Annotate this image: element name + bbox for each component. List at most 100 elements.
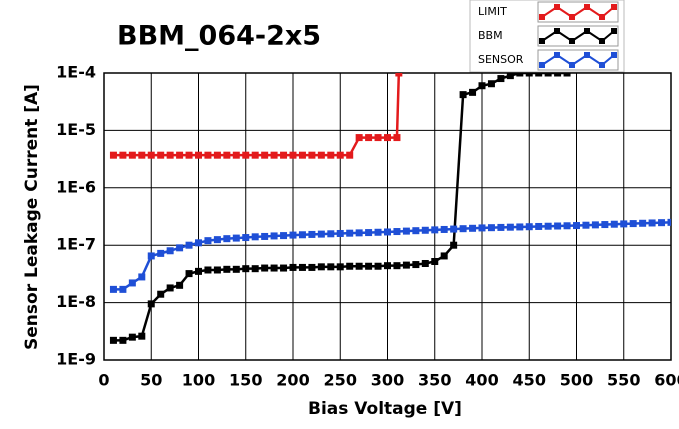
data-point bbox=[487, 224, 495, 232]
data-point bbox=[525, 223, 533, 231]
data-point bbox=[317, 230, 325, 238]
data-point bbox=[204, 266, 212, 274]
data-point bbox=[469, 88, 477, 96]
data-point bbox=[591, 221, 599, 229]
data-point bbox=[478, 82, 486, 90]
data-point bbox=[459, 91, 467, 99]
data-point bbox=[242, 151, 250, 159]
y-tick-label: 1E-7 bbox=[56, 235, 96, 254]
data-point bbox=[232, 234, 240, 242]
data-point bbox=[166, 151, 174, 159]
data-point bbox=[119, 151, 127, 159]
data-point bbox=[402, 261, 410, 269]
data-point bbox=[280, 264, 288, 272]
data-point bbox=[204, 237, 212, 245]
data-point bbox=[506, 73, 514, 80]
data-point bbox=[374, 134, 382, 142]
data-point bbox=[327, 263, 335, 271]
data-point bbox=[563, 222, 571, 230]
data-point bbox=[119, 285, 127, 293]
data-point bbox=[497, 75, 505, 83]
data-point bbox=[213, 236, 221, 244]
data-point bbox=[317, 151, 325, 159]
data-point bbox=[232, 265, 240, 273]
data-point bbox=[261, 151, 269, 159]
data-point bbox=[582, 221, 590, 229]
data-point bbox=[195, 267, 202, 275]
x-tick-label: 250 bbox=[324, 371, 357, 390]
data-point bbox=[289, 231, 297, 239]
data-point bbox=[308, 263, 316, 271]
x-tick-label: 600 bbox=[654, 371, 679, 390]
data-point bbox=[157, 290, 165, 298]
data-point bbox=[308, 151, 316, 159]
y-tick-label: 1E-5 bbox=[56, 120, 96, 139]
legend-marker bbox=[569, 62, 575, 68]
data-point bbox=[497, 223, 505, 231]
data-point bbox=[544, 222, 552, 230]
data-point bbox=[346, 262, 354, 270]
legend-marker bbox=[599, 38, 605, 44]
data-point bbox=[176, 281, 184, 289]
x-tick-label: 200 bbox=[276, 371, 309, 390]
data-point bbox=[223, 235, 231, 243]
data-point bbox=[346, 151, 354, 159]
data-point bbox=[421, 259, 429, 267]
data-point bbox=[147, 300, 155, 308]
data-point bbox=[620, 220, 628, 228]
data-point bbox=[317, 263, 325, 271]
data-point bbox=[412, 227, 420, 235]
data-point bbox=[554, 73, 562, 77]
data-point bbox=[223, 151, 231, 159]
x-tick-label: 550 bbox=[607, 371, 640, 390]
chart-title: BBM_064-2x5 bbox=[117, 21, 321, 52]
data-point bbox=[440, 225, 448, 233]
data-point bbox=[535, 73, 543, 77]
data-point bbox=[185, 270, 193, 278]
legend-marker bbox=[554, 52, 560, 58]
data-point bbox=[176, 244, 184, 252]
y-tick-label: 1E-8 bbox=[56, 292, 96, 311]
data-point bbox=[402, 227, 410, 235]
data-point bbox=[336, 229, 344, 237]
x-tick-label: 50 bbox=[140, 371, 162, 390]
x-tick-label: 300 bbox=[371, 371, 404, 390]
data-point bbox=[516, 223, 524, 231]
legend-marker bbox=[569, 38, 575, 44]
data-point bbox=[563, 73, 571, 77]
legend-marker bbox=[569, 14, 575, 20]
y-tick-label: 1E-4 bbox=[56, 63, 96, 82]
data-point bbox=[280, 151, 288, 159]
data-point bbox=[516, 73, 524, 77]
data-point bbox=[195, 151, 202, 159]
data-point bbox=[393, 134, 401, 142]
data-point bbox=[270, 151, 278, 159]
data-point bbox=[213, 266, 221, 274]
legend-marker bbox=[554, 4, 560, 10]
data-point bbox=[601, 221, 609, 229]
data-point bbox=[365, 229, 373, 237]
legend-marker bbox=[584, 52, 590, 58]
data-point bbox=[459, 225, 467, 233]
data-point bbox=[298, 263, 306, 271]
data-point bbox=[487, 80, 495, 88]
data-point bbox=[525, 73, 533, 77]
legend-marker bbox=[554, 28, 560, 34]
data-point bbox=[223, 265, 231, 273]
data-point bbox=[629, 220, 637, 228]
data-point bbox=[128, 279, 136, 287]
data-point bbox=[251, 151, 259, 159]
data-point bbox=[185, 241, 193, 249]
x-tick-label: 0 bbox=[98, 371, 109, 390]
data-point bbox=[232, 151, 240, 159]
data-point bbox=[242, 234, 250, 242]
data-point bbox=[308, 230, 316, 238]
data-point bbox=[327, 230, 335, 238]
data-point bbox=[450, 225, 458, 233]
data-point bbox=[544, 73, 552, 77]
data-point bbox=[365, 134, 373, 142]
data-point bbox=[157, 151, 165, 159]
data-point bbox=[610, 220, 618, 228]
legend-marker bbox=[539, 14, 545, 20]
data-point bbox=[138, 332, 146, 340]
